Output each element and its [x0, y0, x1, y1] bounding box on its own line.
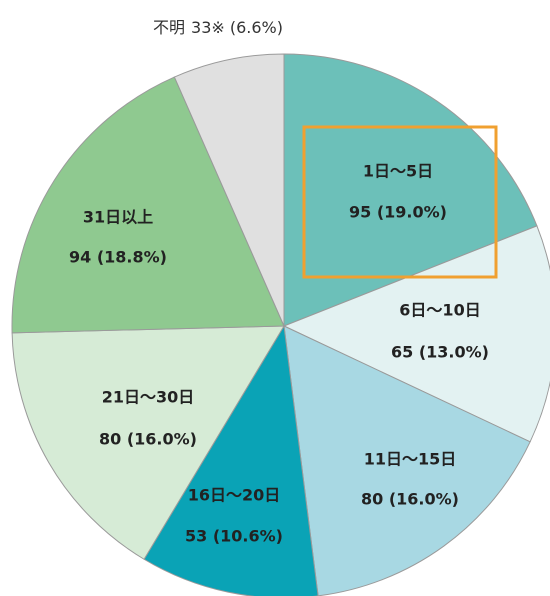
slice-label: 16日～20日: [188, 486, 281, 505]
slice-label: 1日～5日: [363, 162, 433, 181]
pie: [11, 53, 550, 596]
slice-value: 80 (16.0%): [99, 430, 197, 449]
slice-value: 33※ (6.6%): [191, 18, 283, 37]
pie-slice: [11, 325, 285, 560]
slice-label: 21日～30日: [102, 388, 195, 407]
pie-slice: [283, 53, 538, 327]
slice-label: 31日以上: [83, 208, 153, 227]
pie-slice: [11, 76, 285, 334]
slice-label: 不明: [153, 18, 185, 37]
slice-value: 95 (19.0%): [349, 203, 447, 222]
slice-label: 11日～15日: [364, 450, 457, 469]
slice-value: 65 (13.0%): [391, 343, 489, 362]
pie-slice: [173, 53, 285, 327]
pie-slice: [143, 324, 319, 596]
outer-label: 不明 33※ (6.6%): [153, 18, 283, 37]
pie-slice: [283, 325, 531, 596]
slice-value: 80 (16.0%): [361, 490, 459, 509]
slice-value: 53 (10.6%): [185, 527, 283, 546]
pie-slice: [282, 225, 550, 443]
slice-value: 94 (18.8%): [69, 248, 167, 267]
highlight-box: [302, 125, 498, 279]
labels: 1日～5日 95 (19.0%) 6日～10日 65 (13.0%) 11日～15日 80…: [69, 18, 489, 546]
slice-label: 6日～10日: [399, 301, 480, 320]
